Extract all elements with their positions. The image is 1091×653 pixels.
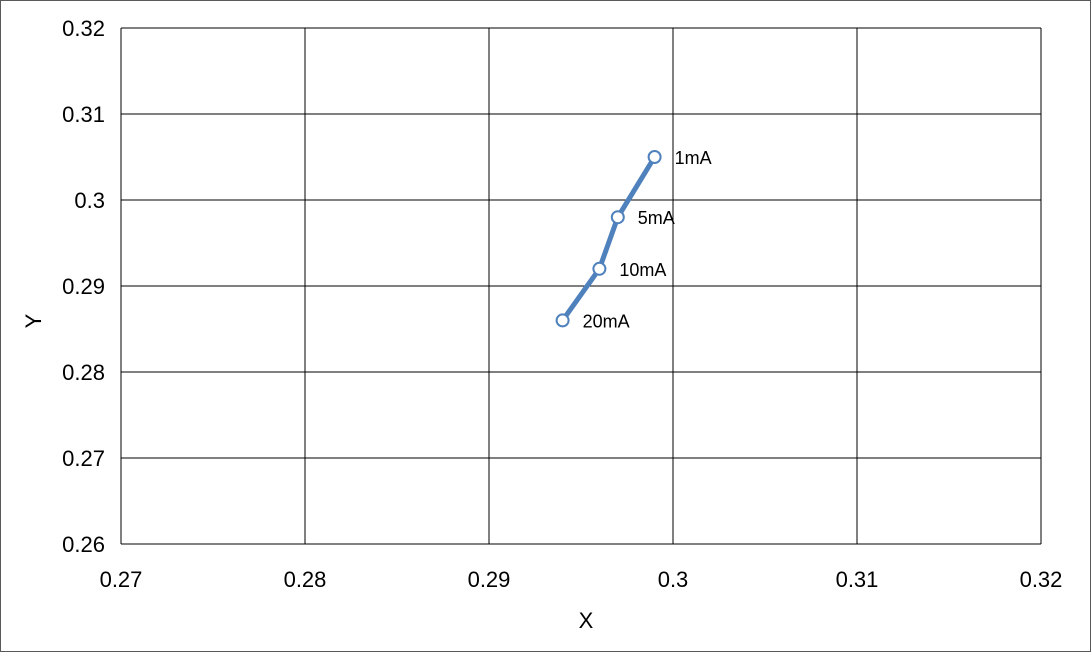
x-tick-label: 0.3 (658, 567, 689, 592)
data-point (592, 261, 607, 276)
data-label: 1mA (675, 148, 712, 168)
data-label: 20mA (583, 311, 630, 331)
series-line-0 (560, 154, 658, 323)
data-point (647, 150, 662, 164)
y-tick-labels: 0.26 0.27 0.28 0.29 0.3 0.31 0.32 (62, 16, 105, 557)
data-point (555, 313, 570, 328)
data-label-layer: 1mA 5mA 10mA 20mA (583, 148, 712, 331)
data-point (610, 210, 625, 225)
data-label: 10mA (619, 260, 666, 280)
x-tick-label: 0.32 (1020, 567, 1063, 592)
x-tick-label: 0.27 (100, 567, 143, 592)
y-tick-label: 0.26 (62, 532, 105, 557)
x-axis-title: X (579, 608, 594, 633)
y-tick-label: 0.32 (62, 16, 105, 41)
y-tick-label: 0.29 (62, 274, 105, 299)
y-tick-label: 0.3 (74, 188, 105, 213)
x-tick-label: 0.31 (836, 567, 879, 592)
x-tick-label: 0.28 (284, 567, 327, 592)
x-tick-labels: 0.27 0.28 0.29 0.3 0.31 0.32 (100, 567, 1063, 592)
y-axis-title: Y (21, 313, 46, 328)
grid-layer (120, 27, 1042, 545)
data-label: 5mA (638, 208, 675, 228)
y-tick-label: 0.31 (62, 102, 105, 127)
y-tick-label: 0.28 (62, 360, 105, 385)
series-layer (555, 150, 662, 328)
y-tick-label: 0.27 (62, 446, 105, 471)
x-tick-label: 0.29 (468, 567, 511, 592)
